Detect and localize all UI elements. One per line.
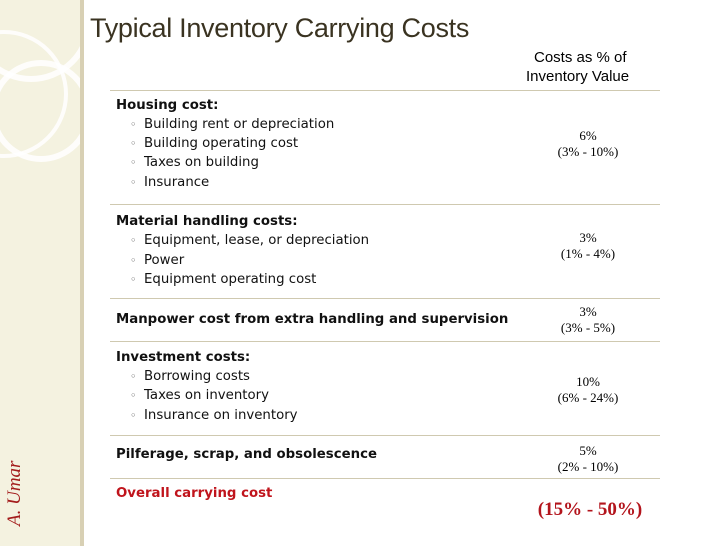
divider (110, 477, 660, 479)
bullet-icon: ◦ (130, 156, 137, 169)
cost-range: (1% - 4%) (560, 246, 616, 261)
cost-range: (3% - 5%) (560, 320, 616, 335)
bullet-icon: ◦ (130, 176, 137, 189)
author-signature: A. Umar (4, 460, 25, 527)
bullet-icon: ◦ (130, 234, 137, 247)
slide-title: Typical Inventory Carrying Costs (90, 13, 470, 43)
column-header-line1: Costs as % of (534, 49, 627, 66)
row-category: Housing cost: (116, 98, 219, 113)
column-header: Costs as % of Inventory Value (526, 48, 658, 86)
list-item-label: Power (144, 253, 185, 268)
cost-value: 5% (2% - 10%) (540, 443, 636, 475)
row-category: Investment costs: (116, 350, 251, 365)
column-header-line2: Inventory Value (526, 68, 630, 85)
list-item: ◦ Insurance (130, 175, 209, 190)
list-item: ◦ Borrowing costs (130, 369, 250, 384)
list-item-label: Insurance on inventory (144, 408, 298, 423)
cost-percent: 3% (579, 304, 597, 319)
divider (110, 90, 660, 91)
list-item: ◦ Equipment operating cost (130, 272, 316, 287)
list-item: ◦ Building operating cost (130, 136, 298, 151)
cost-value: 3% (1% - 4%) (540, 230, 636, 262)
sidebar-decoration (0, 0, 80, 546)
overall-value: (15% - 50%) (537, 499, 643, 520)
list-item-label: Insurance (144, 175, 210, 190)
divider (110, 340, 660, 342)
cost-range: (2% - 10%) (557, 459, 619, 474)
bullet-icon: ◦ (130, 409, 137, 422)
divider (110, 203, 660, 205)
row-category: Pilferage, scrap, and obsolescence (116, 447, 377, 462)
bullet-icon: ◦ (130, 273, 137, 286)
bullet-icon: ◦ (130, 389, 137, 402)
bullet-icon: ◦ (130, 254, 137, 267)
list-item-label: Equipment operating cost (144, 272, 317, 287)
list-item: ◦ Equipment, lease, or depreciation (130, 233, 369, 248)
sidebar-border (80, 0, 84, 546)
list-item-label: Equipment, lease, or depreciation (144, 233, 370, 248)
cost-value: 3% (3% - 5%) (540, 304, 636, 336)
cost-range: (3% - 10%) (557, 144, 619, 159)
bullet-icon: ◦ (130, 118, 137, 131)
row-category: Manpower cost from extra handling and su… (116, 312, 509, 327)
list-item-label: Building rent or depreciation (144, 117, 335, 132)
cost-percent: 5% (579, 443, 597, 458)
cost-range: (6% - 24%) (557, 390, 619, 405)
bullet-icon: ◦ (130, 370, 137, 383)
list-item-label: Taxes on inventory (144, 388, 269, 403)
divider (110, 434, 660, 436)
list-item: ◦ Insurance on inventory (130, 408, 298, 423)
cost-percent: 3% (579, 230, 597, 245)
bullet-icon: ◦ (130, 137, 137, 150)
list-item-label: Building operating cost (144, 136, 299, 151)
list-item-label: Taxes on building (144, 155, 259, 170)
divider (110, 297, 660, 299)
list-item: ◦ Power (130, 253, 184, 268)
list-item-label: Borrowing costs (144, 369, 250, 384)
cost-value: 10% (6% - 24%) (540, 374, 636, 406)
list-item: ◦ Building rent or depreciation (130, 117, 334, 132)
cost-value: 6% (3% - 10%) (540, 128, 636, 160)
cost-percent: 6% (579, 128, 597, 143)
list-item: ◦ Taxes on building (130, 155, 259, 170)
overall-label: Overall carrying cost (116, 486, 273, 501)
list-item: ◦ Taxes on inventory (130, 388, 269, 403)
cost-percent: 10% (576, 374, 600, 389)
row-category: Material handling costs: (116, 214, 298, 229)
